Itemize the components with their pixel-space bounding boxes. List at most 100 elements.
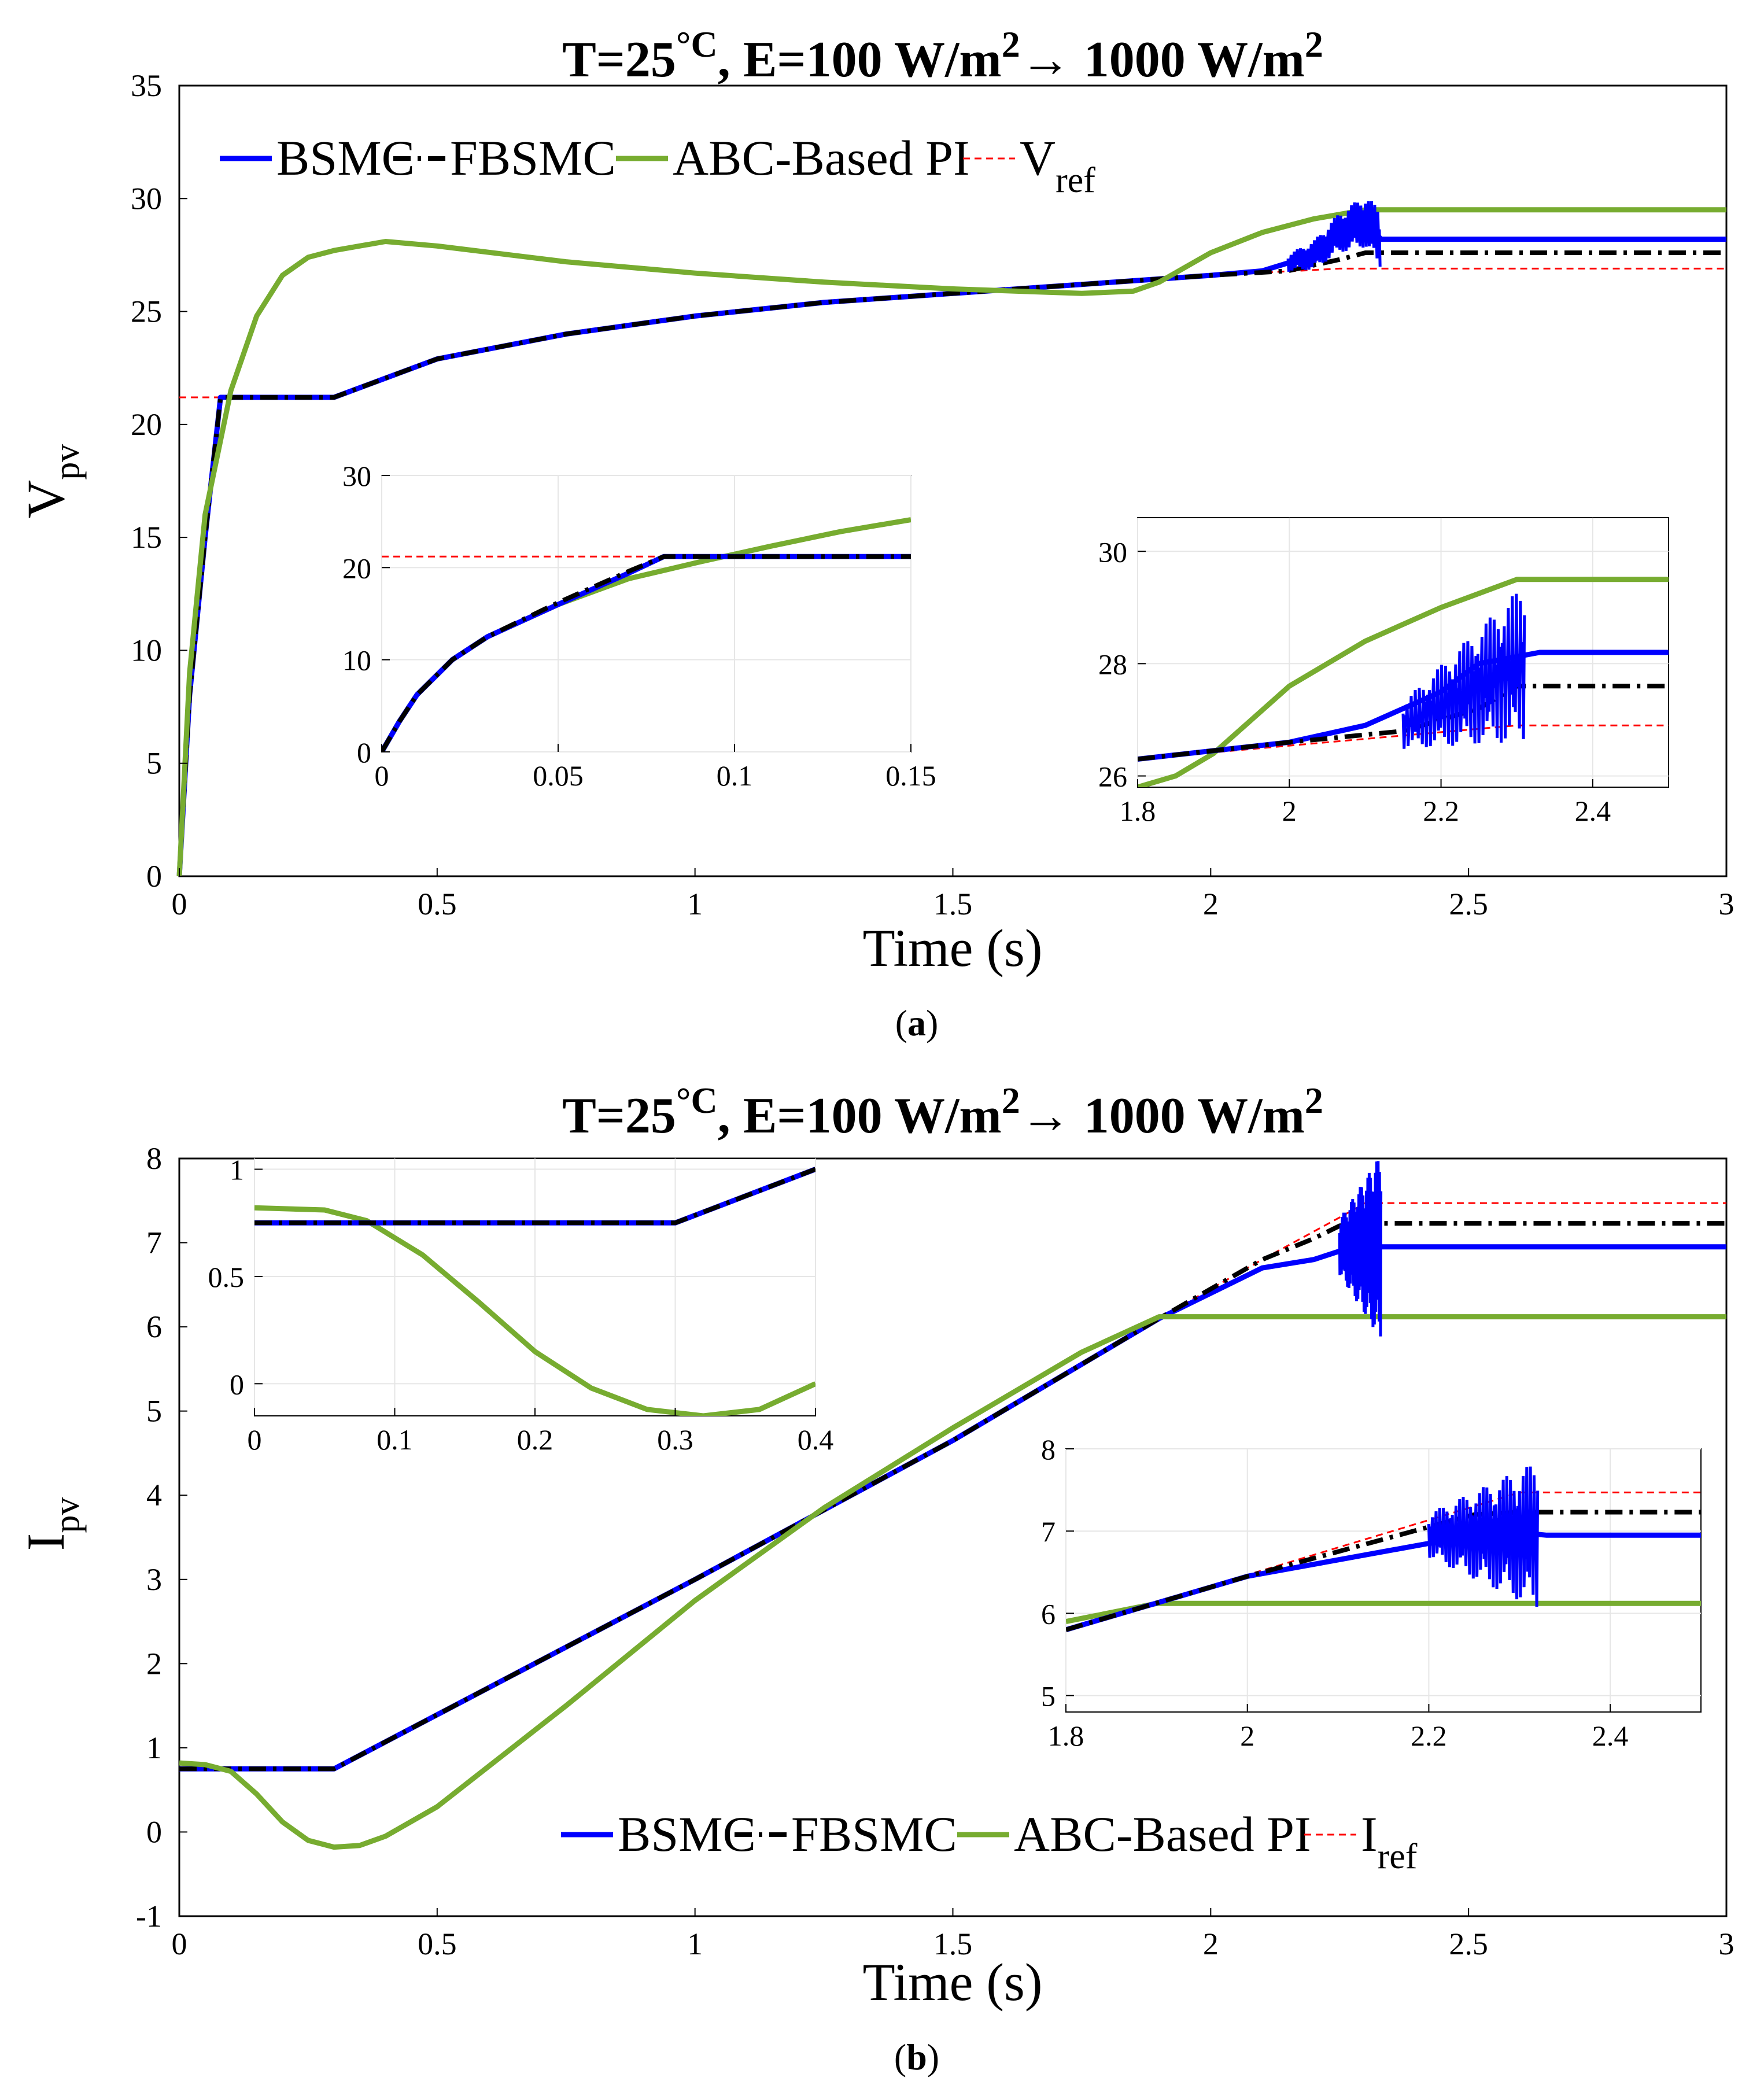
- series-abc-based-pi: [179, 1314, 1726, 1850]
- inset-ticks: 0 0.1 0.2 0.3 0.4 0 0.5 1: [208, 1154, 834, 1456]
- title-sup: 2: [1305, 24, 1323, 65]
- tick-label-y: 6: [146, 1309, 162, 1344]
- panel-b-inset-end: 1.8 2 2.2 2.4 5 6 7 8: [1041, 1433, 1702, 1752]
- tick-label-y: 10: [131, 633, 162, 667]
- chart-title: T=25°C, E=100 W/m2→ 1000 W/m2: [562, 1080, 1323, 1144]
- inset-grid: [1137, 518, 1669, 787]
- legend-label-main: V: [1020, 130, 1056, 186]
- legend-label-main: I: [1361, 1806, 1378, 1862]
- tick-label-x: 1.8: [1120, 795, 1156, 827]
- series-fbsmc: [179, 1221, 1726, 1772]
- series-fbsmc: [177, 250, 1726, 877]
- tick-label-x: 1.5: [933, 887, 973, 921]
- inset-series: [382, 517, 911, 752]
- panel-b-ylabel: Ipv: [16, 1497, 87, 1551]
- legend-label-sub: ref: [1056, 161, 1095, 200]
- inset-series: [254, 1167, 815, 1416]
- panel-a-xlabel: Time (s): [863, 918, 1043, 977]
- tick-label-y: 28: [1098, 648, 1127, 680]
- title-temp: T=25: [562, 1088, 676, 1144]
- panel-a-title: T=25°C, E=100 W/m2→ 1000 W/m2: [562, 24, 1323, 88]
- tick-label-y: 1: [230, 1154, 244, 1186]
- panel-b-caption: (b): [894, 2036, 939, 2078]
- tick-label-y: 30: [1098, 536, 1127, 568]
- inset-ticks: 1.8 2 2.2 2.4 5 6 7 8: [1041, 1433, 1628, 1752]
- tick-label-x: 2.2: [1411, 1720, 1447, 1752]
- legend-label: ABC-Based PI: [1014, 1806, 1311, 1862]
- panel-a-series: [176, 201, 1726, 877]
- title-sup: 2: [1002, 24, 1020, 65]
- tick-label-y: 0: [230, 1368, 244, 1400]
- title-irradiance-end: → 1000 W/m: [1020, 32, 1305, 88]
- series-bsmc-chatter: [1338, 1161, 1383, 1337]
- series-fbsmc: [1066, 1510, 1701, 1632]
- tick-label-x: 2: [1240, 1720, 1254, 1752]
- tick-label-y: 10: [342, 644, 371, 677]
- inset-frame: [381, 475, 911, 752]
- legend-label: BSMC: [276, 130, 415, 186]
- panel-a-inset-end: 1.8 2 2.2 2.4 26 28 30: [1098, 517, 1669, 827]
- series-bsmc-chatter: [1286, 201, 1382, 272]
- tick-label-y: 8: [1041, 1433, 1056, 1466]
- legend-label: Iref: [1361, 1806, 1418, 1876]
- title-temp: T=25: [562, 32, 676, 88]
- tick-label-x: 0: [248, 1423, 262, 1456]
- inset-frame: [1065, 1448, 1702, 1713]
- title-irradiance-start: , E=100 W/m: [718, 32, 1002, 88]
- series-fbsmc: [382, 554, 911, 752]
- tick-label-y: 5: [1041, 1680, 1056, 1713]
- panel-b-inset-start: 0 0.1 0.2 0.3 0.4 0 0.5 1: [208, 1154, 834, 1456]
- tick-label-y: 30: [342, 460, 371, 492]
- tick-label-y: 20: [131, 407, 162, 442]
- tick-label-y: 0: [146, 1814, 162, 1849]
- panel-b-ticks: 0 0.5 1 1.5 2 2.5 3 -1 0 1 2 3 4 5 6 7 8: [136, 1141, 1734, 1961]
- tick-label-x: 1: [687, 887, 703, 921]
- chart-title: T=25°C, E=100 W/m2→ 1000 W/m2: [562, 24, 1323, 88]
- tick-label-x: 0.5: [418, 1927, 457, 1961]
- tick-label-y: 25: [131, 294, 162, 329]
- panel-b-legend: BSMC FBSMC ABC-Based PI Iref: [561, 1806, 1418, 1876]
- panel-a-legend: BSMC FBSMC ABC-Based PI Vref: [220, 130, 1095, 200]
- tick-label-x: 0.3: [657, 1423, 693, 1456]
- tick-label-y: 35: [131, 68, 162, 103]
- legend-label: BSMC: [618, 1806, 756, 1862]
- inset-grid: [1065, 1448, 1701, 1712]
- title-degree: °C: [676, 1080, 718, 1121]
- legend-label: ABC-Based PI: [673, 130, 970, 186]
- legend-label: Vref: [1020, 130, 1095, 200]
- panel-b: T=25°C, E=100 W/m2→ 1000 W/m2 0 0.5 1 1.5 2 2…: [16, 1080, 1735, 2078]
- tick-label-x: 2.5: [1449, 1927, 1488, 1961]
- tick-label-y: -1: [136, 1899, 162, 1934]
- inset-ticks: 1.8 2 2.2 2.4 26 28 30: [1098, 536, 1611, 827]
- tick-label-x: 2.4: [1592, 1720, 1629, 1752]
- inset-grid: [381, 475, 911, 752]
- series-abc-based-pi: [254, 1205, 815, 1416]
- tick-label-y: 26: [1098, 761, 1127, 793]
- tick-label-x: 2.5: [1449, 887, 1488, 921]
- panel-a-ylabel: Vpv: [16, 444, 87, 518]
- tick-label-y: 0.5: [208, 1261, 245, 1293]
- tick-label-x: 0.1: [717, 759, 753, 792]
- panel-b-xlabel: Time (s): [863, 1953, 1043, 2012]
- tick-label-y: 5: [146, 746, 162, 781]
- tick-label-x: 0: [172, 1927, 187, 1961]
- panel-b-series: [179, 1161, 1726, 1850]
- tick-label-y: 20: [342, 552, 371, 584]
- series-abc-based-pi: [176, 207, 1726, 877]
- legend-label: FBSMC: [450, 130, 616, 186]
- tick-label-y: 0: [146, 859, 162, 894]
- tick-label-y: 8: [146, 1141, 162, 1176]
- tick-label-y: 6: [1041, 1597, 1056, 1630]
- inset-bsmc-chatter: [1401, 593, 1526, 749]
- panel-a-inset-start: 0 0.05 0.1 0.15 0 10 20 30: [342, 460, 936, 792]
- tick-label-x: 1: [687, 1927, 703, 1961]
- tick-label-x: 3: [1719, 1927, 1735, 1961]
- tick-label-x: 0.15: [885, 759, 936, 792]
- title-irradiance-end: → 1000 W/m: [1020, 1088, 1305, 1144]
- tick-label-x: 0.5: [418, 887, 457, 921]
- tick-label-x: 0: [375, 759, 389, 792]
- tick-label-y: 3: [146, 1562, 162, 1597]
- legend-label-sub: ref: [1378, 1837, 1418, 1876]
